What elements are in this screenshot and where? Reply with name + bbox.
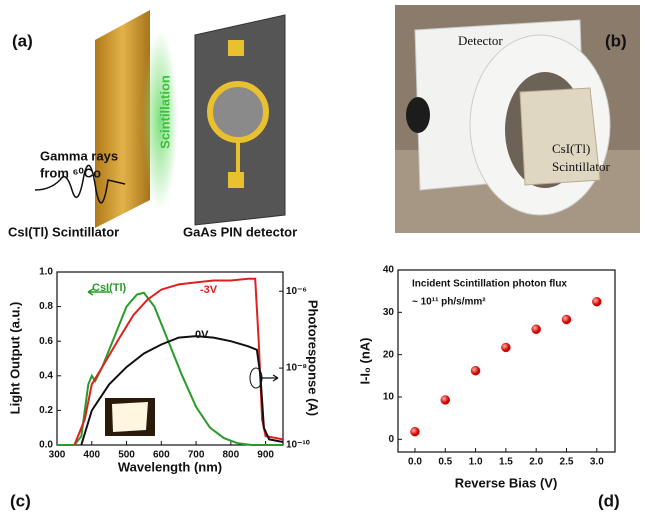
figure: (a) Gamma rays from ⁶⁰Co Scintillation C… <box>0 0 645 518</box>
connector <box>406 97 430 133</box>
y-tick-label: 20 <box>383 349 395 360</box>
y-tick-label: 0 <box>388 434 394 445</box>
data-point <box>532 325 541 334</box>
y-tick-label: 40 <box>383 265 395 276</box>
y2-axis-label: Photoresponse (A) <box>306 300 321 416</box>
y-tick-label: 0.6 <box>39 336 53 347</box>
y-tick-label: 0.4 <box>39 370 53 381</box>
data-point <box>441 395 450 404</box>
panel-a: (a) Gamma rays from ⁶⁰Co Scintillation C… <box>8 10 297 239</box>
panel-label: (c) <box>10 491 31 510</box>
arrow <box>262 375 278 381</box>
plot-frame <box>57 272 283 445</box>
panel-b: Detector CsI(Tl) Scintillator (b) <box>395 5 640 233</box>
y-tick-label: 1.0 <box>39 267 53 278</box>
y-axis-label: I-I₀ (nA) <box>357 337 372 384</box>
y2-tick-label: 10⁻⁶ <box>286 286 307 297</box>
x-tick-label: 2.0 <box>529 457 543 468</box>
data-point <box>410 427 419 436</box>
y-tick-label: 10 <box>383 392 395 403</box>
panel-label: (a) <box>12 31 33 50</box>
x-tick-label: 1.0 <box>469 457 483 468</box>
source-text: from ⁶⁰Co <box>40 165 101 180</box>
x-tick-label: 400 <box>83 450 100 461</box>
pad <box>228 172 244 188</box>
detector-text: Detector <box>458 33 503 48</box>
x-tick-label: 800 <box>223 450 240 461</box>
x-tick-label: 700 <box>188 450 205 461</box>
data-point <box>471 366 480 375</box>
x-axis-label: Reverse Bias (V) <box>455 475 558 490</box>
x-tick-label: 0.0 <box>408 457 422 468</box>
annotation: Incident Scintillation photon flux <box>412 279 567 290</box>
y2-tick-label: 10⁻¹⁰ <box>286 440 310 451</box>
x-tick-label: 500 <box>118 450 135 461</box>
scintillator-text: Scintillator <box>552 159 610 174</box>
y2-tick-label: 10⁻⁸ <box>286 363 307 374</box>
x-tick-label: 1.5 <box>499 457 513 468</box>
scintillator-text: CsI(Tl) <box>552 141 590 156</box>
annotation: ~ 10¹¹ ph/s/mm² <box>412 297 486 308</box>
y-tick-label: 30 <box>383 307 395 318</box>
x-axis-label: Wavelength (nm) <box>118 459 222 474</box>
ring <box>210 84 266 140</box>
data-point <box>592 297 601 306</box>
series-label: 0V <box>195 329 209 341</box>
x-tick-label: 900 <box>257 450 274 461</box>
scintillation-text: Scintillation <box>157 75 172 149</box>
inset-crystal <box>112 402 148 432</box>
detector-caption: GaAs PIN detector <box>183 224 297 239</box>
x-tick-label: 300 <box>49 450 66 461</box>
page: (a) Gamma rays from ⁶⁰Co Scintillation C… <box>0 0 645 518</box>
data-point <box>501 343 510 352</box>
x-tick-label: 3.0 <box>590 457 604 468</box>
y-tick-label: 0.8 <box>39 301 53 312</box>
y-tick-label: 0.0 <box>39 440 53 451</box>
y-axis-label: Light Output (a.u.) <box>7 302 22 415</box>
panel-label: (d) <box>598 491 620 510</box>
scintillator-caption: CsI(Tl) Scintillator <box>8 224 119 239</box>
y-tick-label: 0.2 <box>39 405 53 416</box>
x-tick-label: 0.5 <box>438 457 452 468</box>
x-tick-label: 600 <box>153 450 170 461</box>
series-label: -3V <box>200 284 218 296</box>
panel-label: (b) <box>605 31 627 50</box>
data-point <box>562 315 571 324</box>
series-line <box>57 293 283 445</box>
gamma-text: Gamma rays <box>40 148 118 163</box>
pad <box>228 40 244 56</box>
scintillator-slab <box>95 10 150 228</box>
x-tick-label: 2.5 <box>560 457 574 468</box>
